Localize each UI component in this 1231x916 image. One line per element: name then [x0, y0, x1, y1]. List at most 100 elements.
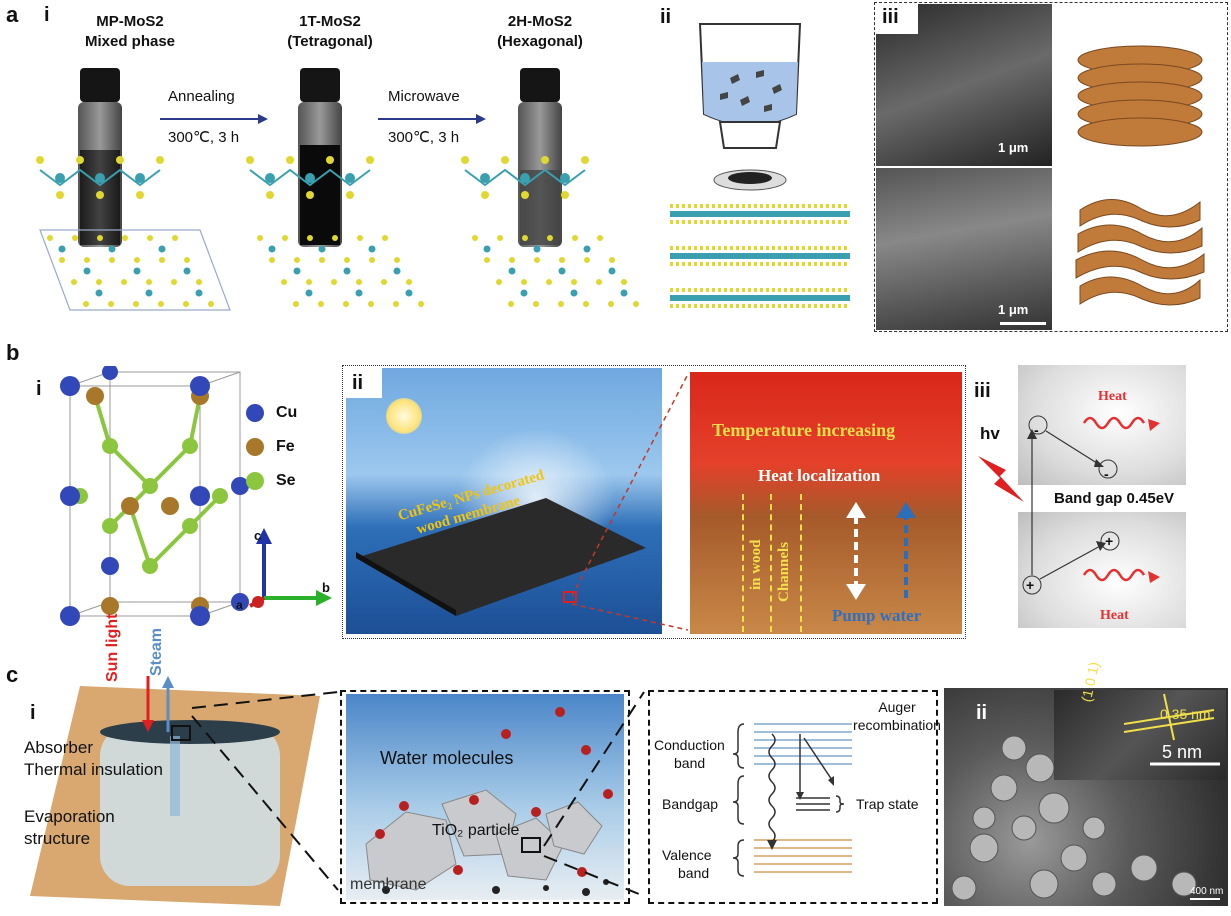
sun-icon — [386, 398, 422, 434]
auger-line1: Auger — [878, 699, 916, 715]
conduction-band-label: Conduction band — [654, 736, 725, 772]
legend-item-fe: Fe — [246, 430, 297, 464]
legend-se-label: Se — [276, 472, 296, 489]
panel-c-zoom2-frame — [648, 690, 938, 904]
zoom-lines — [571, 373, 689, 631]
phase3-title: 2H-MoS2 (Hexagonal) — [480, 12, 600, 52]
minus-bottom: - — [1104, 466, 1109, 482]
arrow1-label-bottom: 300℃, 3 h — [168, 129, 240, 146]
evaporation-line1: Evaporation — [24, 807, 115, 826]
atom-legend: Cu Fe Se — [246, 396, 297, 498]
panel-b-label: b — [6, 340, 20, 365]
phase3-name: 2H-MoS2 — [507, 13, 573, 30]
arrow2-label-top: Microwave — [388, 88, 460, 105]
phase1-title: MP-MoS2 Mixed phase — [60, 12, 200, 52]
thermal-insulation-label: Thermal insulation — [24, 760, 163, 779]
channels-label: Channels — [776, 541, 792, 602]
panel-b-i-label: i — [36, 378, 42, 400]
valence-band-box — [1018, 512, 1186, 628]
panel-c-label: c — [6, 662, 19, 687]
valence-line1: Valence — [662, 847, 712, 863]
panel-b-ii-frame — [342, 365, 966, 639]
absorber-label: Absorber — [24, 738, 93, 757]
sem-bottom-scale-bar — [1000, 322, 1046, 325]
tio2-particle-label: TiO₂ particle — [432, 822, 520, 839]
trap-state-label: Trap state — [856, 796, 919, 812]
se-atom-icon — [246, 472, 264, 490]
membrane-label-c: membrane — [350, 876, 427, 893]
recombination-band-diagram — [732, 723, 852, 877]
in-wood-label: in wood — [748, 539, 764, 590]
fe-atom-icon — [246, 438, 264, 456]
water-molecules-label: Water molecules — [380, 748, 514, 768]
legend-item-cu: Cu — [246, 396, 297, 430]
heat-localization-label: Heat localization — [758, 466, 881, 485]
minus-top: - — [1034, 422, 1039, 438]
solar-membrane-scene — [346, 368, 662, 634]
zoom-lines-c1 — [191, 691, 339, 891]
sun-light-label: Sun light — [104, 613, 121, 682]
stacked-sheets-illustration — [1075, 45, 1205, 306]
panel-a-iii-label: iii — [882, 6, 899, 28]
mos2-phase-illustration — [36, 68, 639, 311]
pump-water-label: Pump water — [832, 606, 922, 625]
filtration-illustration — [670, 23, 850, 308]
panel-c-zoom1-frame — [340, 690, 630, 904]
valence-line2: band — [678, 865, 710, 881]
process-arrow-2 — [378, 114, 486, 124]
flow-arrows — [846, 502, 916, 600]
panel-c-i-label: i — [30, 702, 36, 724]
heat-bottom-label: Heat — [1100, 608, 1129, 623]
inset-scale-label: 5 nm — [1162, 742, 1203, 762]
steam-label: Steam — [148, 627, 165, 676]
phase2-desc: (Tetragonal) — [287, 33, 373, 50]
sem-tio2-image — [944, 688, 1228, 906]
vial-2h-mos2 — [518, 68, 562, 247]
conduction-line1: Conduction — [654, 737, 725, 753]
phase2-title: 1T-MoS2 (Tetragonal) — [270, 12, 390, 52]
axis-b-label: b — [322, 580, 330, 595]
tio2-scene — [346, 694, 624, 900]
lattice-spacing-label: 0.35 nm — [1160, 706, 1211, 722]
phase2-name: 1T-MoS2 — [299, 13, 361, 30]
vial-mp-mos2 — [78, 68, 122, 247]
axis-a-label: a — [236, 598, 243, 612]
panel-a-ii-label: ii — [660, 6, 672, 28]
axis-c-label: c — [254, 528, 262, 543]
vial-1t-mos2 — [298, 68, 342, 247]
legend-fe-label: Fe — [276, 438, 295, 455]
band-gap-label: Band gap 0.45eV — [1054, 490, 1175, 507]
bandgap-label: Bandgap — [662, 796, 719, 812]
valence-band-label: Valence band — [662, 846, 712, 882]
tio2-particles — [365, 707, 613, 896]
conduction-line2: band — [674, 755, 706, 771]
panel-b-iii-label: iii — [974, 380, 991, 402]
process-arrow-1 — [160, 114, 268, 124]
arrow2-label-bottom: 300℃, 3 h — [388, 129, 460, 146]
panel-c-ii-label: ii — [976, 702, 988, 724]
heat-localization-scene — [690, 372, 962, 634]
hrtem-inset — [1054, 690, 1226, 780]
main-scale-bar — [1190, 898, 1220, 900]
main-scale-label: 400 nm — [1190, 886, 1224, 897]
evaporation-line2: structure — [24, 829, 91, 848]
wood-membrane — [356, 498, 646, 616]
evaporation-structure-label: Evaporation structure — [24, 806, 115, 850]
plus-left: + — [1026, 577, 1035, 593]
plus-right: + — [1105, 533, 1114, 549]
cu-atom-icon — [246, 404, 264, 422]
panel-b-ii-label-box — [346, 368, 382, 398]
channel-line-3 — [800, 494, 802, 632]
arrow1-label-top: Annealing — [168, 88, 235, 105]
channel-line-1 — [742, 494, 744, 632]
panel-a-iii-label-box — [876, 4, 918, 34]
phase1-name: MP-MoS2 — [96, 13, 164, 30]
panel-a-i-label: i — [44, 4, 50, 26]
legend-item-se: Se — [246, 464, 297, 498]
sem-particles — [951, 735, 1197, 901]
temperature-increasing-label: Temperature increasing — [712, 420, 896, 440]
crystal-structure — [60, 366, 332, 626]
panel-b-ii-label: ii — [352, 372, 364, 394]
evaporator-illustration — [30, 676, 320, 906]
legend-cu-label: Cu — [276, 404, 298, 421]
